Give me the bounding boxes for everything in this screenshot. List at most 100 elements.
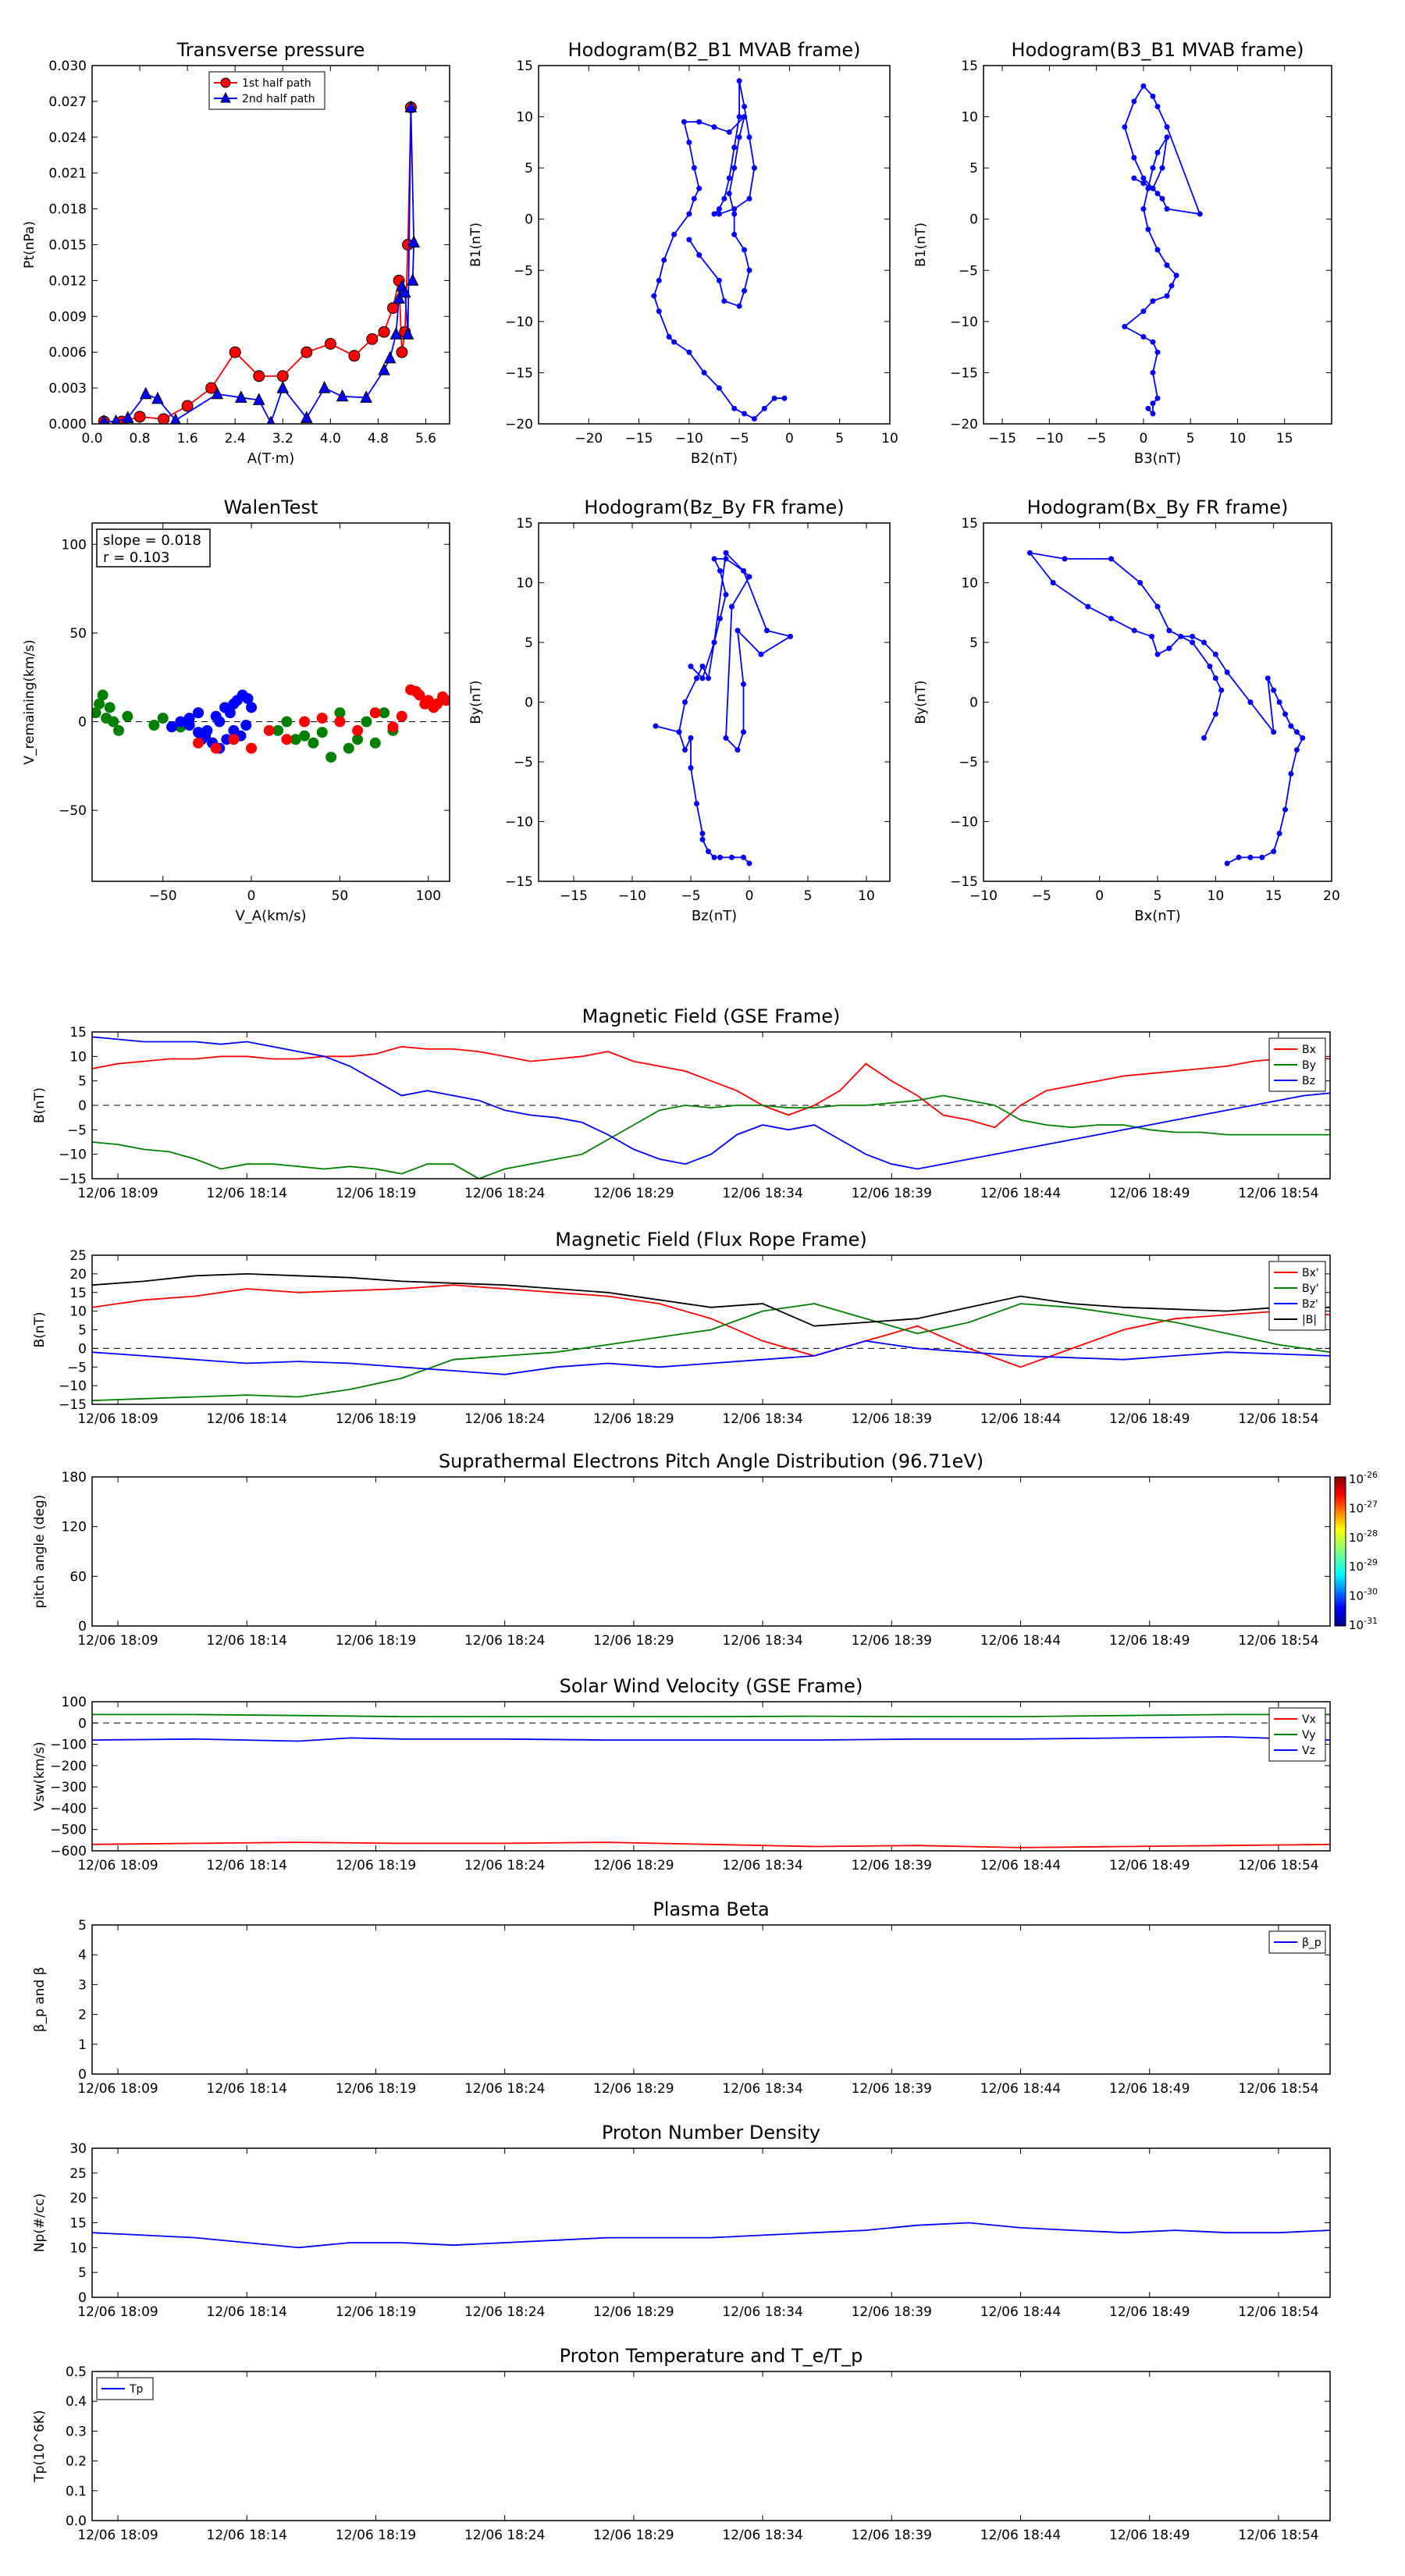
x-tick-label: 12/06 18:39 xyxy=(852,1858,932,1873)
series-bz-line xyxy=(92,1340,1330,1375)
scatter-point xyxy=(113,724,125,736)
data-point xyxy=(1300,735,1306,741)
scatter-point xyxy=(361,716,372,728)
data-point xyxy=(229,346,241,358)
y-tick-label: 0 xyxy=(78,1098,87,1114)
x-tick-label: 100 xyxy=(416,888,441,904)
y-tick-label: 120 xyxy=(62,1520,87,1535)
x-tick-label: 0 xyxy=(785,431,794,447)
data-point xyxy=(729,603,735,610)
data-point xyxy=(1150,339,1156,345)
data-point xyxy=(656,308,662,315)
y-tick-label: −10 xyxy=(950,315,978,330)
data-point xyxy=(1282,711,1289,717)
scatter-point xyxy=(387,721,399,733)
data-point xyxy=(1149,633,1155,639)
colorbar-exponent: -29 xyxy=(1364,1557,1378,1567)
data-point xyxy=(383,350,397,364)
x-tick-label: 12/06 18:49 xyxy=(1109,2528,1190,2543)
y-tick-label: 180 xyxy=(62,1470,87,1485)
scatter-point xyxy=(104,702,116,713)
x-tick-label: 12/06 18:34 xyxy=(722,1411,802,1427)
x-tick-label: 50 xyxy=(332,888,349,904)
data-point xyxy=(1164,262,1170,269)
data-point xyxy=(398,285,411,298)
data-point xyxy=(742,103,748,109)
y-tick-label: 0.024 xyxy=(48,130,87,146)
data-point xyxy=(694,675,699,681)
y-tick-label: −20 xyxy=(505,417,533,432)
data-point xyxy=(139,386,152,400)
data-point xyxy=(1154,395,1161,401)
chart-h2: Hodogram(B3_B1 MVAB frame) −15 −10 −5 0 5 10 15… xyxy=(913,39,1332,467)
x-tick-label: 3.2 xyxy=(272,431,293,447)
legend-label: Bz xyxy=(1302,1075,1315,1087)
scatter-point xyxy=(299,716,311,728)
data-point xyxy=(1159,165,1165,171)
chart-title: Solar Wind Velocity (GSE Frame) xyxy=(560,1675,863,1697)
x-tick-label: 12/06 18:14 xyxy=(207,2081,287,2097)
x-tick-label: 12/06 18:09 xyxy=(77,1186,158,1201)
series-0-line xyxy=(1123,84,1201,416)
scatter-point xyxy=(193,707,205,719)
chart-pad: Suprathermal Electrons Pitch Angle Distr… xyxy=(32,1450,1378,1649)
y-tick-label: 30 xyxy=(69,2141,87,2157)
data-point xyxy=(1154,103,1161,109)
x-tick-label: 12/06 18:34 xyxy=(722,2081,802,2097)
x-tick-label: 12/06 18:49 xyxy=(1109,2081,1190,2097)
y-tick-label: 0.006 xyxy=(48,345,87,361)
y-tick-label: 0.030 xyxy=(48,59,87,74)
scatter-point xyxy=(183,720,195,731)
data-point xyxy=(389,327,403,340)
data-point xyxy=(1108,556,1115,562)
y-tick-label: 0 xyxy=(78,1716,87,1731)
plot-area xyxy=(653,550,793,866)
data-point xyxy=(1131,155,1137,161)
data-point xyxy=(1212,675,1218,681)
y-tick-label: 10 xyxy=(961,110,978,126)
chart-h1: Hodogram(B2_B1 MVAB frame) −20 −15 −10 −5 0 5 1… xyxy=(468,39,898,467)
x-tick-label: 12/06 18:29 xyxy=(593,1411,674,1427)
y-tick-label: −5 xyxy=(959,263,978,279)
x-tick-label: 15 xyxy=(1265,888,1282,904)
colorbar-exponent: -31 xyxy=(1364,1616,1378,1626)
legend: Tp xyxy=(96,2377,154,2400)
x-tick-label: 5 xyxy=(804,888,813,904)
x-tick-label: 12/06 18:44 xyxy=(980,2304,1061,2320)
legend-label: Vz xyxy=(1302,1745,1315,1757)
y-tick-label: 15 xyxy=(69,2216,87,2232)
scatter-point xyxy=(166,721,178,733)
series-0-line xyxy=(92,2222,1330,2249)
scatter-point xyxy=(440,695,450,706)
data-point xyxy=(1159,195,1165,201)
data-point xyxy=(741,568,746,574)
y-tick-label: 10 xyxy=(961,576,978,592)
x-axis-label: B2(nT) xyxy=(691,450,738,467)
x-tick-label: 20 xyxy=(1323,888,1340,904)
data-point xyxy=(301,346,313,358)
plot-area xyxy=(651,78,788,422)
y-axis-label: Vsw(km/s) xyxy=(32,1742,48,1811)
x-tick-label: −5 xyxy=(1032,888,1051,904)
series-vy-line xyxy=(92,1713,1330,1718)
data-point xyxy=(211,386,224,400)
chart-title: Magnetic Field (GSE Frame) xyxy=(582,1005,841,1027)
x-tick-label: 12/06 18:14 xyxy=(207,1186,287,1201)
x-tick-label: 12/06 18:49 xyxy=(1109,1633,1190,1649)
x-tick-label: 2.4 xyxy=(225,431,246,447)
data-point xyxy=(1166,646,1172,652)
data-point xyxy=(653,723,659,729)
y-tick-label: −600 xyxy=(50,1844,87,1859)
data-point xyxy=(1154,349,1161,355)
data-point xyxy=(1150,411,1156,417)
data-point xyxy=(731,206,738,212)
data-point xyxy=(1154,190,1161,197)
y-tick-label: 10 xyxy=(69,2240,87,2256)
y-tick-label: 15 xyxy=(516,516,533,532)
colorbar-exponent: -30 xyxy=(1364,1587,1378,1597)
data-point xyxy=(758,651,764,657)
x-tick-label: −20 xyxy=(574,431,603,447)
plot-area xyxy=(92,1713,1330,1848)
data-point xyxy=(1200,639,1207,646)
legend-label: 2nd half path xyxy=(242,93,315,105)
